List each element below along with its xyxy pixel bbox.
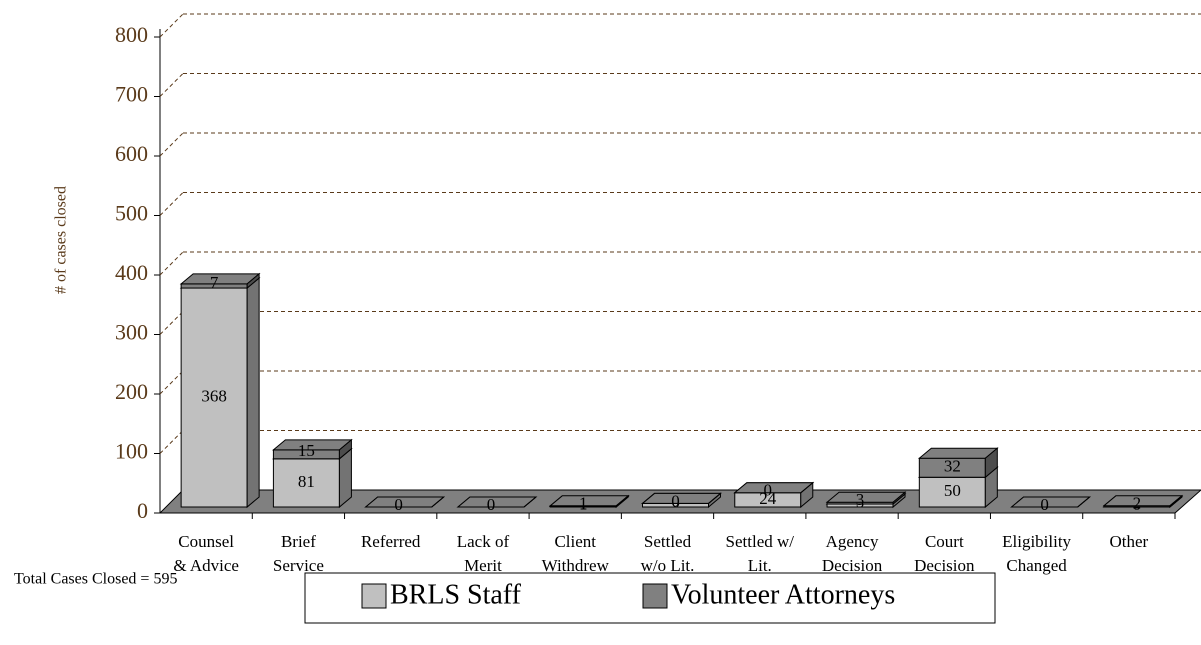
data-label: 0 (394, 495, 403, 514)
data-label: 50 (944, 481, 961, 500)
x-tick-label: & Advice (173, 556, 239, 575)
bar-segment (1102, 494, 1184, 509)
x-tick-label: Referred (361, 532, 421, 551)
data-label: 24 (759, 489, 777, 508)
grid-line (159, 311, 184, 335)
grid-line (159, 73, 184, 97)
x-tick-label: Counsel (178, 532, 234, 551)
x-tick-label: Client (554, 532, 596, 551)
bar-top (548, 495, 630, 507)
y-tick-label: 400 (115, 260, 148, 285)
bar-top (1102, 495, 1184, 507)
data-label: 15 (298, 441, 315, 460)
y-tick-label: 200 (115, 379, 148, 404)
x-tick-label: Withdrew (542, 556, 610, 575)
bar-side (338, 438, 352, 460)
legend-swatch (361, 583, 387, 609)
y-tick-label: 800 (115, 22, 148, 47)
y-tick-label: 300 (115, 320, 148, 345)
note: Total Cases Closed = 595 (14, 571, 177, 588)
data-label: 368 (201, 386, 227, 405)
bar-segment (548, 494, 630, 508)
bar-side (892, 491, 906, 506)
legend-swatch (642, 583, 668, 609)
data-label: 3 (856, 490, 865, 509)
bar-segment (272, 438, 353, 460)
y-tick-label: 700 (115, 82, 148, 107)
legend-label: Volunteer Attorneys (671, 579, 895, 610)
legend-label: BRLS Staff (390, 579, 522, 610)
bar-side (800, 482, 814, 494)
bar-side (1077, 496, 1090, 508)
data-label: 0 (1040, 495, 1049, 514)
x-tick-label: Merit (464, 556, 502, 575)
grid-line (159, 132, 184, 157)
x-tick-label: Settled w/ (726, 532, 795, 551)
data-label: 81 (298, 472, 315, 491)
x-tick-label: Lack of (457, 532, 510, 551)
x-tick-label: Other (1110, 532, 1149, 551)
bar-side (984, 447, 998, 479)
x-tick-label: Lit. (748, 556, 772, 575)
bar-segment (1010, 496, 1091, 508)
y-tick-label: 0 (137, 498, 148, 523)
x-tick-label: Settled (644, 532, 692, 551)
grid-line (159, 251, 184, 276)
grid-line (159, 13, 184, 38)
x-tick-label: Changed (1006, 556, 1067, 575)
x-tick-label: Decision (822, 556, 883, 575)
data-label: 32 (944, 457, 961, 476)
bar-side (246, 272, 260, 290)
bar-side (1169, 494, 1183, 509)
y-tick-label: 500 (115, 201, 148, 226)
x-tick-label: Agency (826, 532, 879, 551)
grid-line (159, 192, 184, 216)
bar-front (918, 476, 986, 508)
grid-line (159, 370, 184, 395)
bar-segment (733, 482, 815, 494)
bar-side (431, 496, 445, 508)
data-label: 1 (579, 494, 588, 513)
data-label: 0 (487, 495, 496, 514)
bar-top (1010, 496, 1091, 508)
y-axis-label: # of cases closed (53, 186, 70, 294)
y-tick-label: 100 (115, 439, 148, 464)
x-tick-label: Decision (914, 556, 975, 575)
bar-segment (917, 447, 999, 479)
bar-front (180, 287, 248, 508)
data-label: 0 (764, 481, 773, 500)
bar-top (179, 273, 261, 285)
bar-segment (179, 272, 261, 290)
bar-top (456, 496, 538, 508)
x-tick-label: Court (925, 532, 964, 551)
x-tick-label: Brief (281, 532, 316, 551)
grid-line (159, 430, 184, 454)
data-label: 7 (210, 273, 219, 292)
data-label: 2 (1133, 494, 1142, 513)
x-tick-label: w/o Lit. (641, 556, 695, 575)
bar-segment (825, 491, 907, 506)
bar-segment (272, 447, 353, 509)
y-tick-label: 600 (115, 141, 148, 166)
bar-side (523, 496, 537, 508)
bar-top (364, 496, 446, 508)
bar-top (641, 492, 722, 504)
x-tick-label: Eligibility (1002, 532, 1071, 551)
bar-side (708, 493, 721, 504)
bar-segment (641, 492, 722, 504)
bar-segment (364, 496, 446, 508)
bar-top (825, 491, 907, 503)
bar-side (246, 276, 260, 509)
bar-segment (456, 496, 538, 508)
data-label: 0 (671, 491, 680, 510)
x-tick-label: Service (273, 556, 324, 575)
bar-top (733, 482, 815, 494)
bar-side (615, 494, 629, 508)
